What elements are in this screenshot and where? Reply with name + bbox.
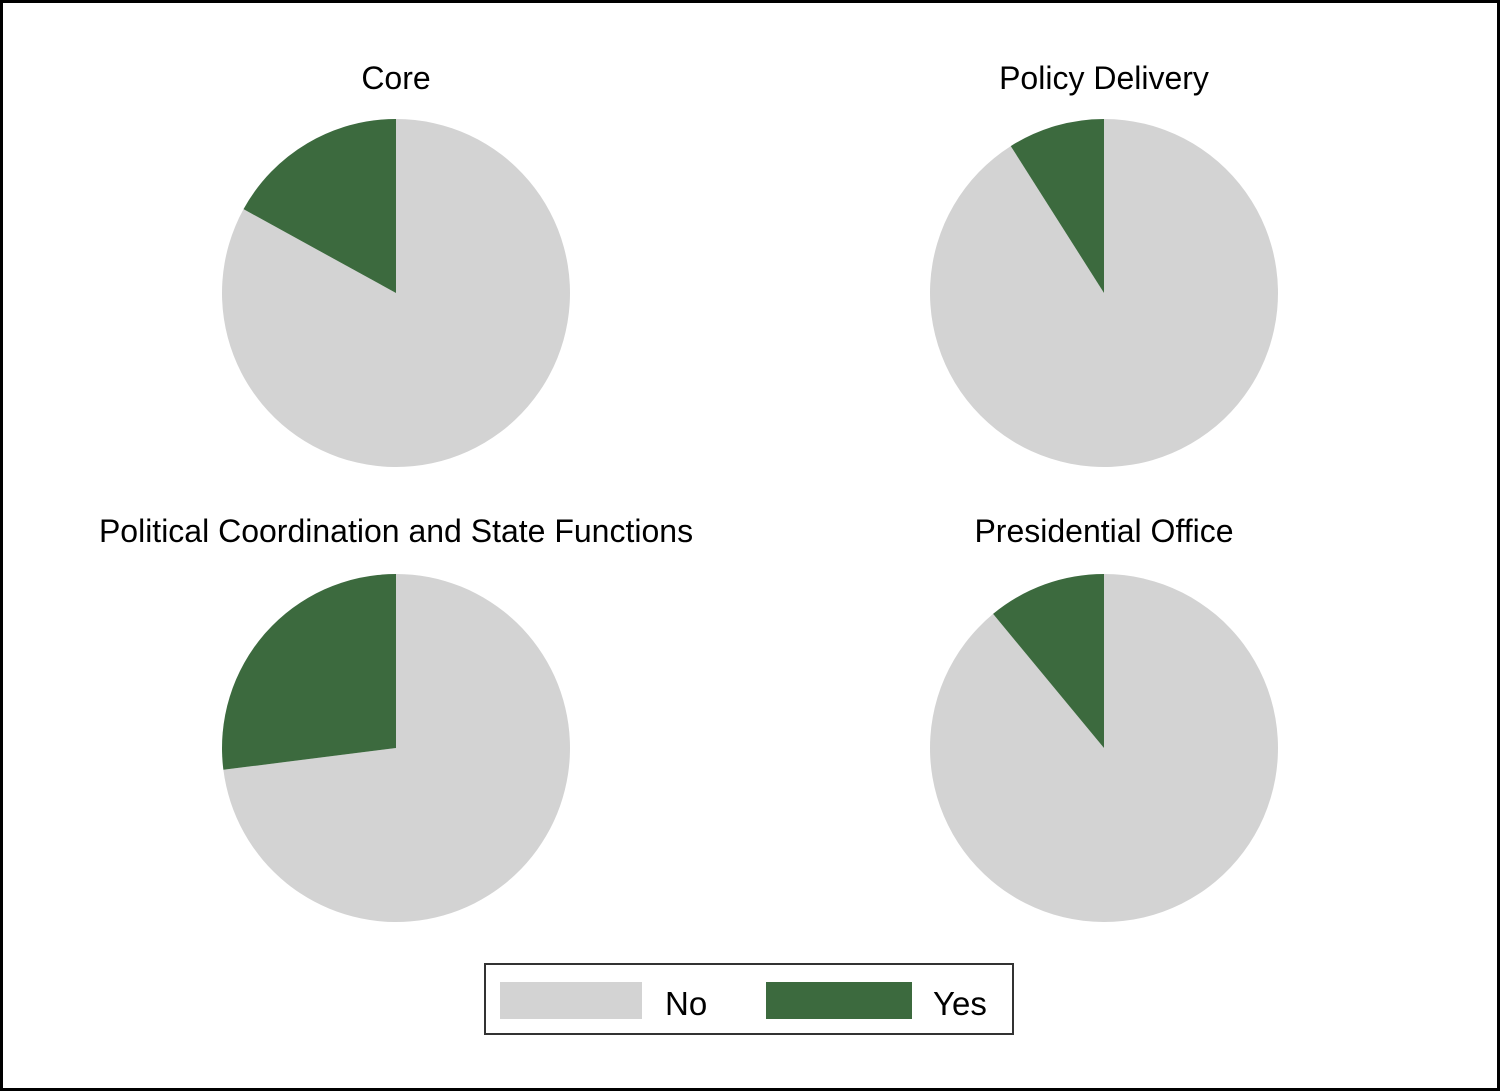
pie-slice-no xyxy=(930,574,1278,923)
pie-slice-no xyxy=(929,119,1278,467)
pie-slice-yes xyxy=(243,119,396,293)
pie-slice-yes xyxy=(993,574,1104,748)
pie-panels: Core Policy Delivery Political Coordinatio… xyxy=(99,60,1278,923)
legend-swatch-yes xyxy=(766,982,912,1019)
legend-label-yes: Yes xyxy=(933,985,987,1022)
legend-box xyxy=(484,963,1014,1035)
pie-slice-yes xyxy=(1010,119,1104,293)
pie-political-coordination-and-state-functions: Political Coordination and State Functio… xyxy=(99,513,693,922)
pie-title: Policy Delivery xyxy=(999,60,1209,96)
pie-title: Presidential Office xyxy=(974,513,1233,549)
pie-policy-delivery: Policy Delivery xyxy=(929,60,1278,467)
pie-slice-no xyxy=(223,574,570,922)
pie-title: Political Coordination and State Functio… xyxy=(99,513,693,549)
pie-slice-yes xyxy=(222,574,396,770)
pie-core: Core xyxy=(221,60,570,467)
pie-presidential-office: Presidential Office xyxy=(930,513,1278,923)
pie-chart-grid: Core Policy Delivery Political Coordinatio… xyxy=(99,60,1278,1035)
legend-swatch-no xyxy=(500,982,642,1019)
legend-label-no: No xyxy=(665,985,707,1022)
pie-title: Core xyxy=(361,60,430,96)
pie-slice-no xyxy=(221,119,570,467)
legend: No Yes xyxy=(484,963,1014,1035)
